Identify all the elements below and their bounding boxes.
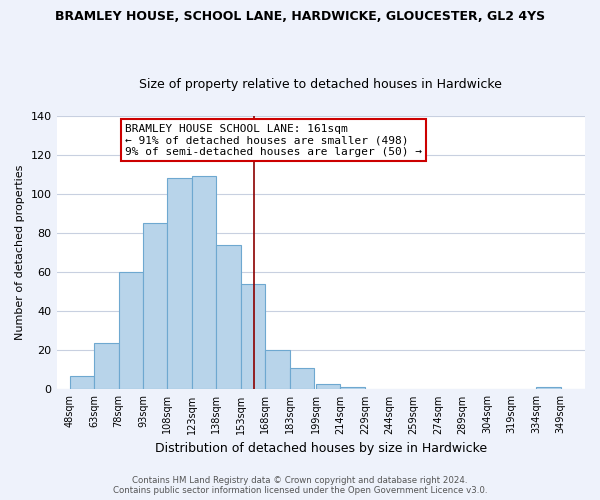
Bar [536, 388, 560, 390]
Bar [94, 342, 119, 390]
Bar [265, 350, 290, 390]
Bar [119, 272, 143, 390]
Y-axis label: Number of detached properties: Number of detached properties [15, 165, 25, 340]
Bar [143, 224, 167, 390]
Bar [192, 176, 217, 390]
Bar [340, 388, 365, 390]
Text: BRAMLEY HOUSE, SCHOOL LANE, HARDWICKE, GLOUCESTER, GL2 4YS: BRAMLEY HOUSE, SCHOOL LANE, HARDWICKE, G… [55, 10, 545, 23]
Bar [241, 284, 265, 390]
Bar [70, 376, 94, 390]
Bar [167, 178, 192, 390]
Text: Contains HM Land Registry data © Crown copyright and database right 2024.
Contai: Contains HM Land Registry data © Crown c… [113, 476, 487, 495]
X-axis label: Distribution of detached houses by size in Hardwicke: Distribution of detached houses by size … [155, 442, 487, 455]
Bar [290, 368, 314, 390]
Bar [217, 245, 241, 390]
Text: BRAMLEY HOUSE SCHOOL LANE: 161sqm
← 91% of detached houses are smaller (498)
9% : BRAMLEY HOUSE SCHOOL LANE: 161sqm ← 91% … [125, 124, 422, 157]
Title: Size of property relative to detached houses in Hardwicke: Size of property relative to detached ho… [139, 78, 502, 91]
Bar [316, 384, 340, 390]
